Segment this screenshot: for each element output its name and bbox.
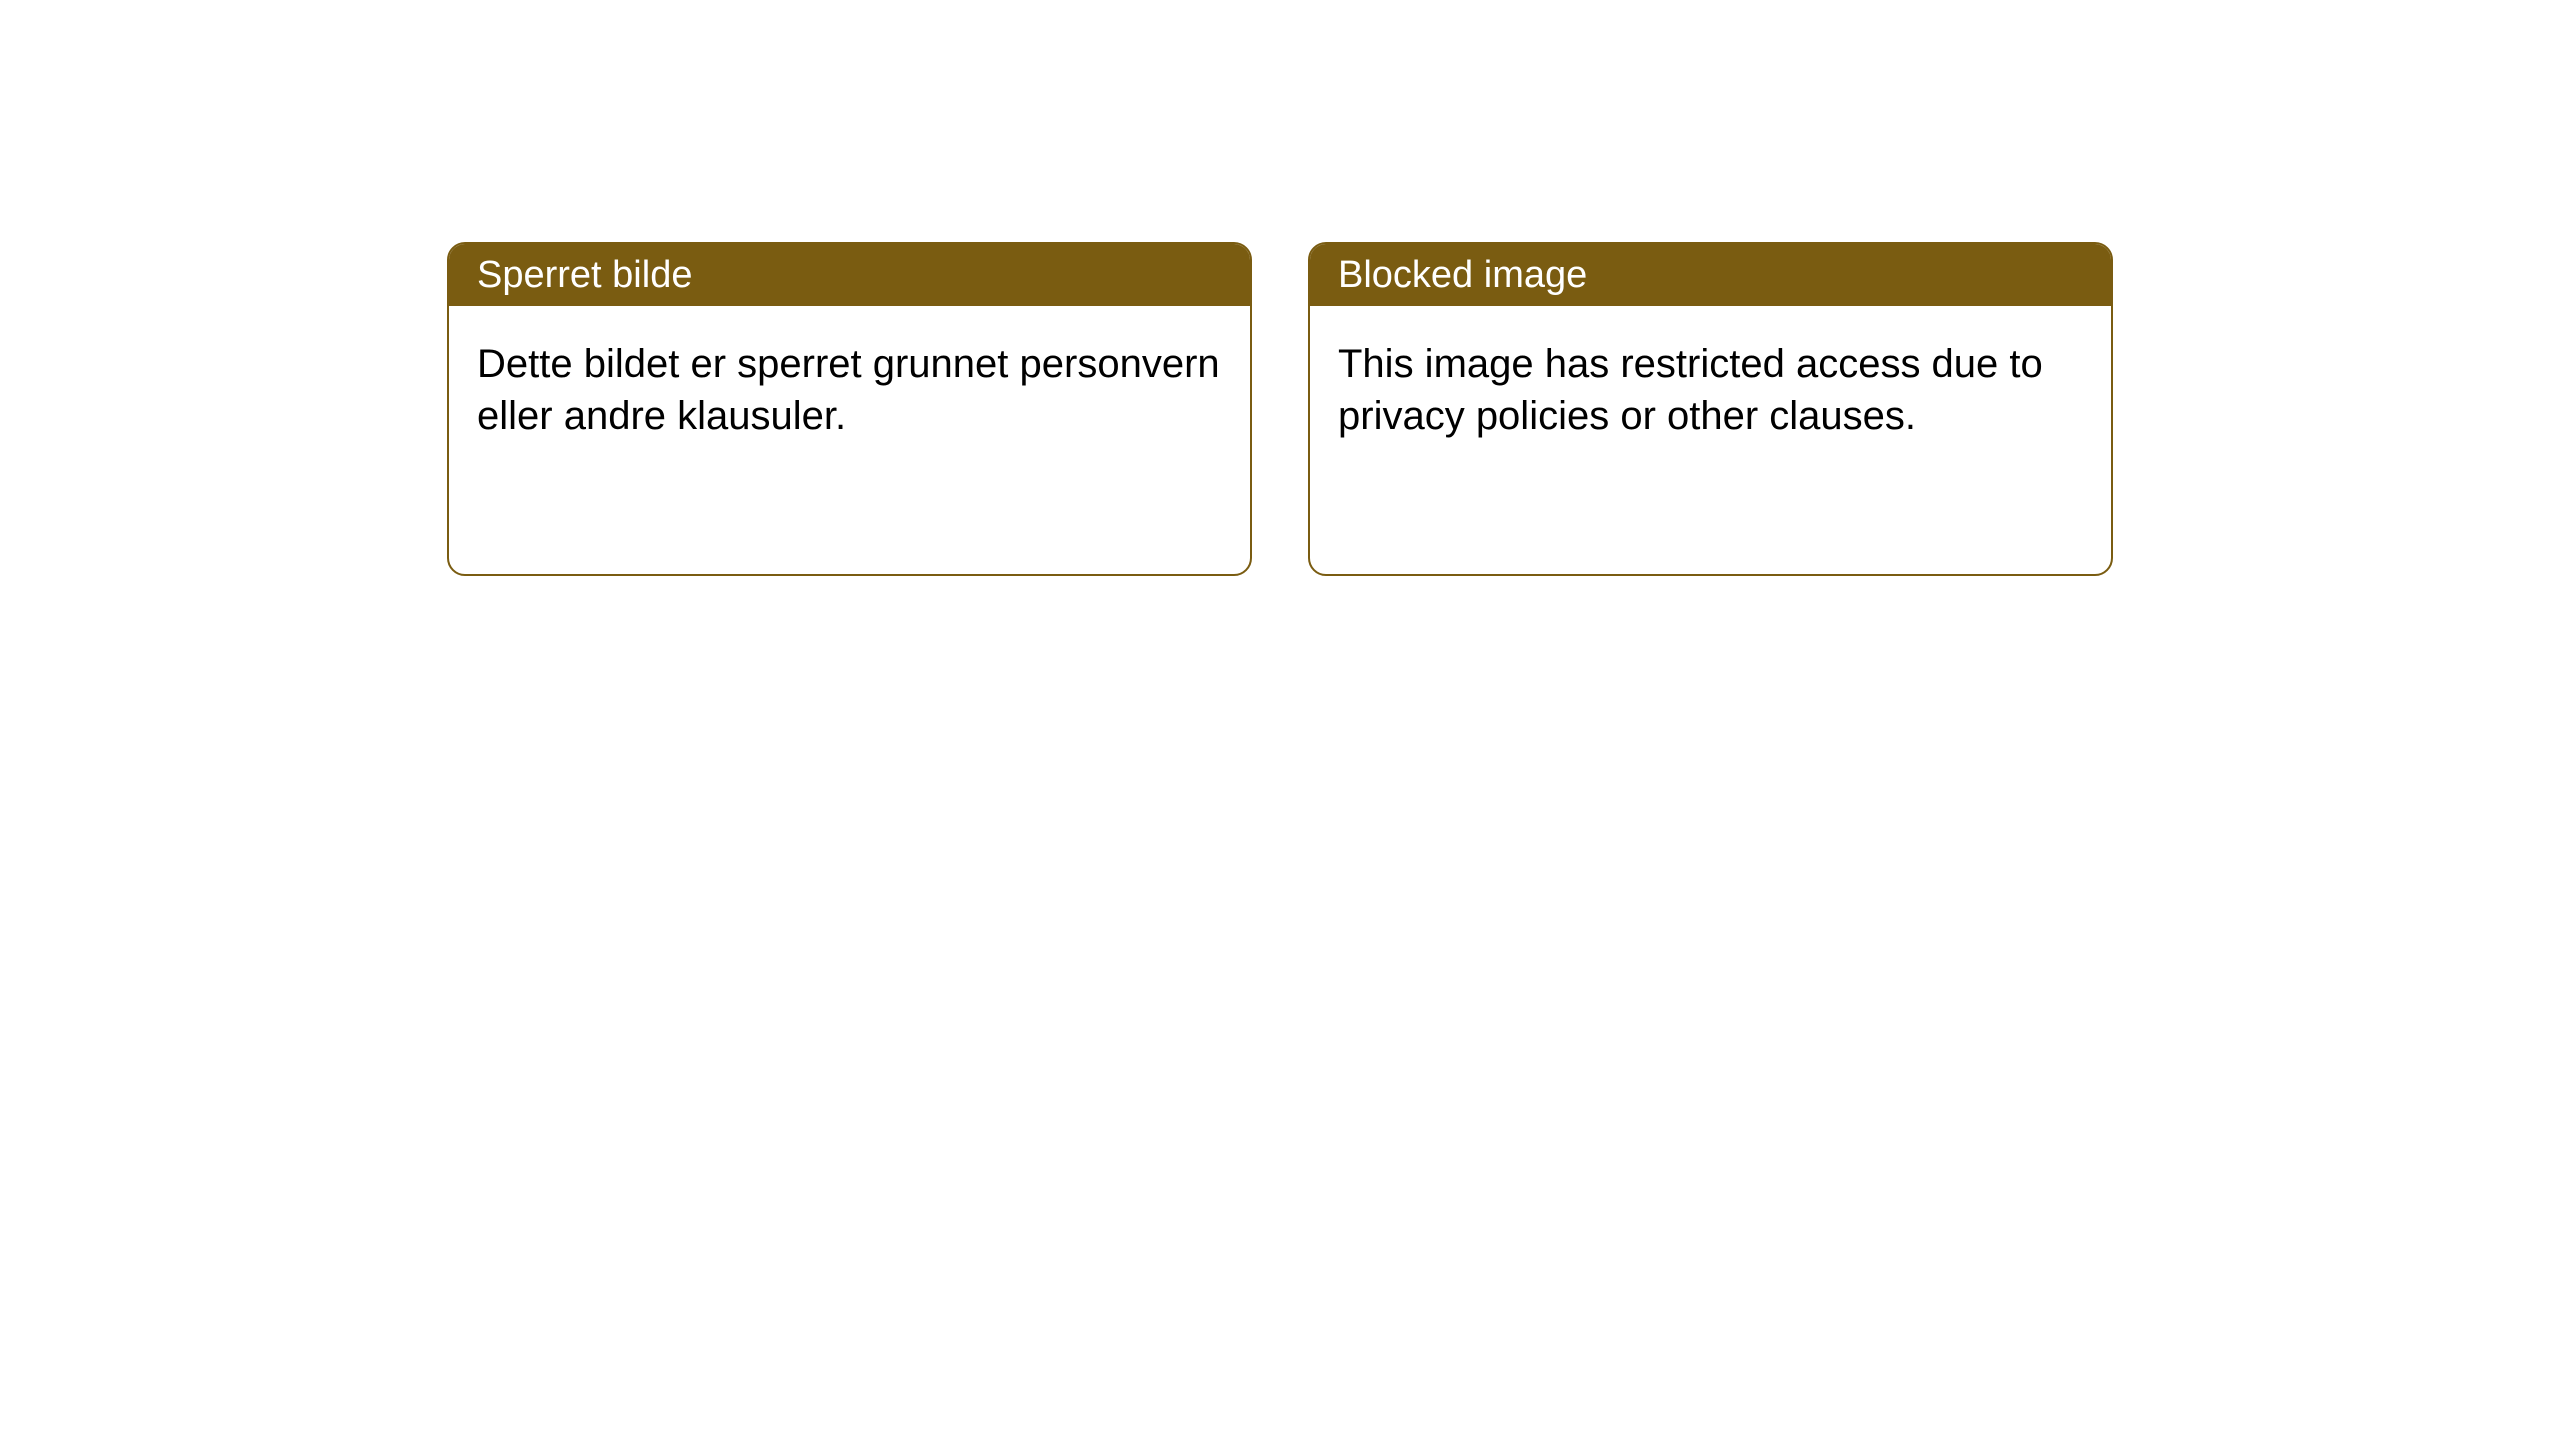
card-title: Blocked image: [1338, 254, 1587, 297]
notice-cards-container: Sperret bilde Dette bildet er sperret gr…: [447, 242, 2113, 576]
notice-card-english: Blocked image This image has restricted …: [1308, 242, 2113, 576]
card-body: This image has restricted access due to …: [1310, 306, 2111, 474]
card-header: Sperret bilde: [449, 244, 1250, 306]
card-title: Sperret bilde: [477, 254, 692, 297]
card-header: Blocked image: [1310, 244, 2111, 306]
card-body: Dette bildet er sperret grunnet personve…: [449, 306, 1250, 474]
card-body-text: This image has restricted access due to …: [1338, 342, 2043, 438]
card-body-text: Dette bildet er sperret grunnet personve…: [477, 342, 1220, 438]
notice-card-norwegian: Sperret bilde Dette bildet er sperret gr…: [447, 242, 1252, 576]
